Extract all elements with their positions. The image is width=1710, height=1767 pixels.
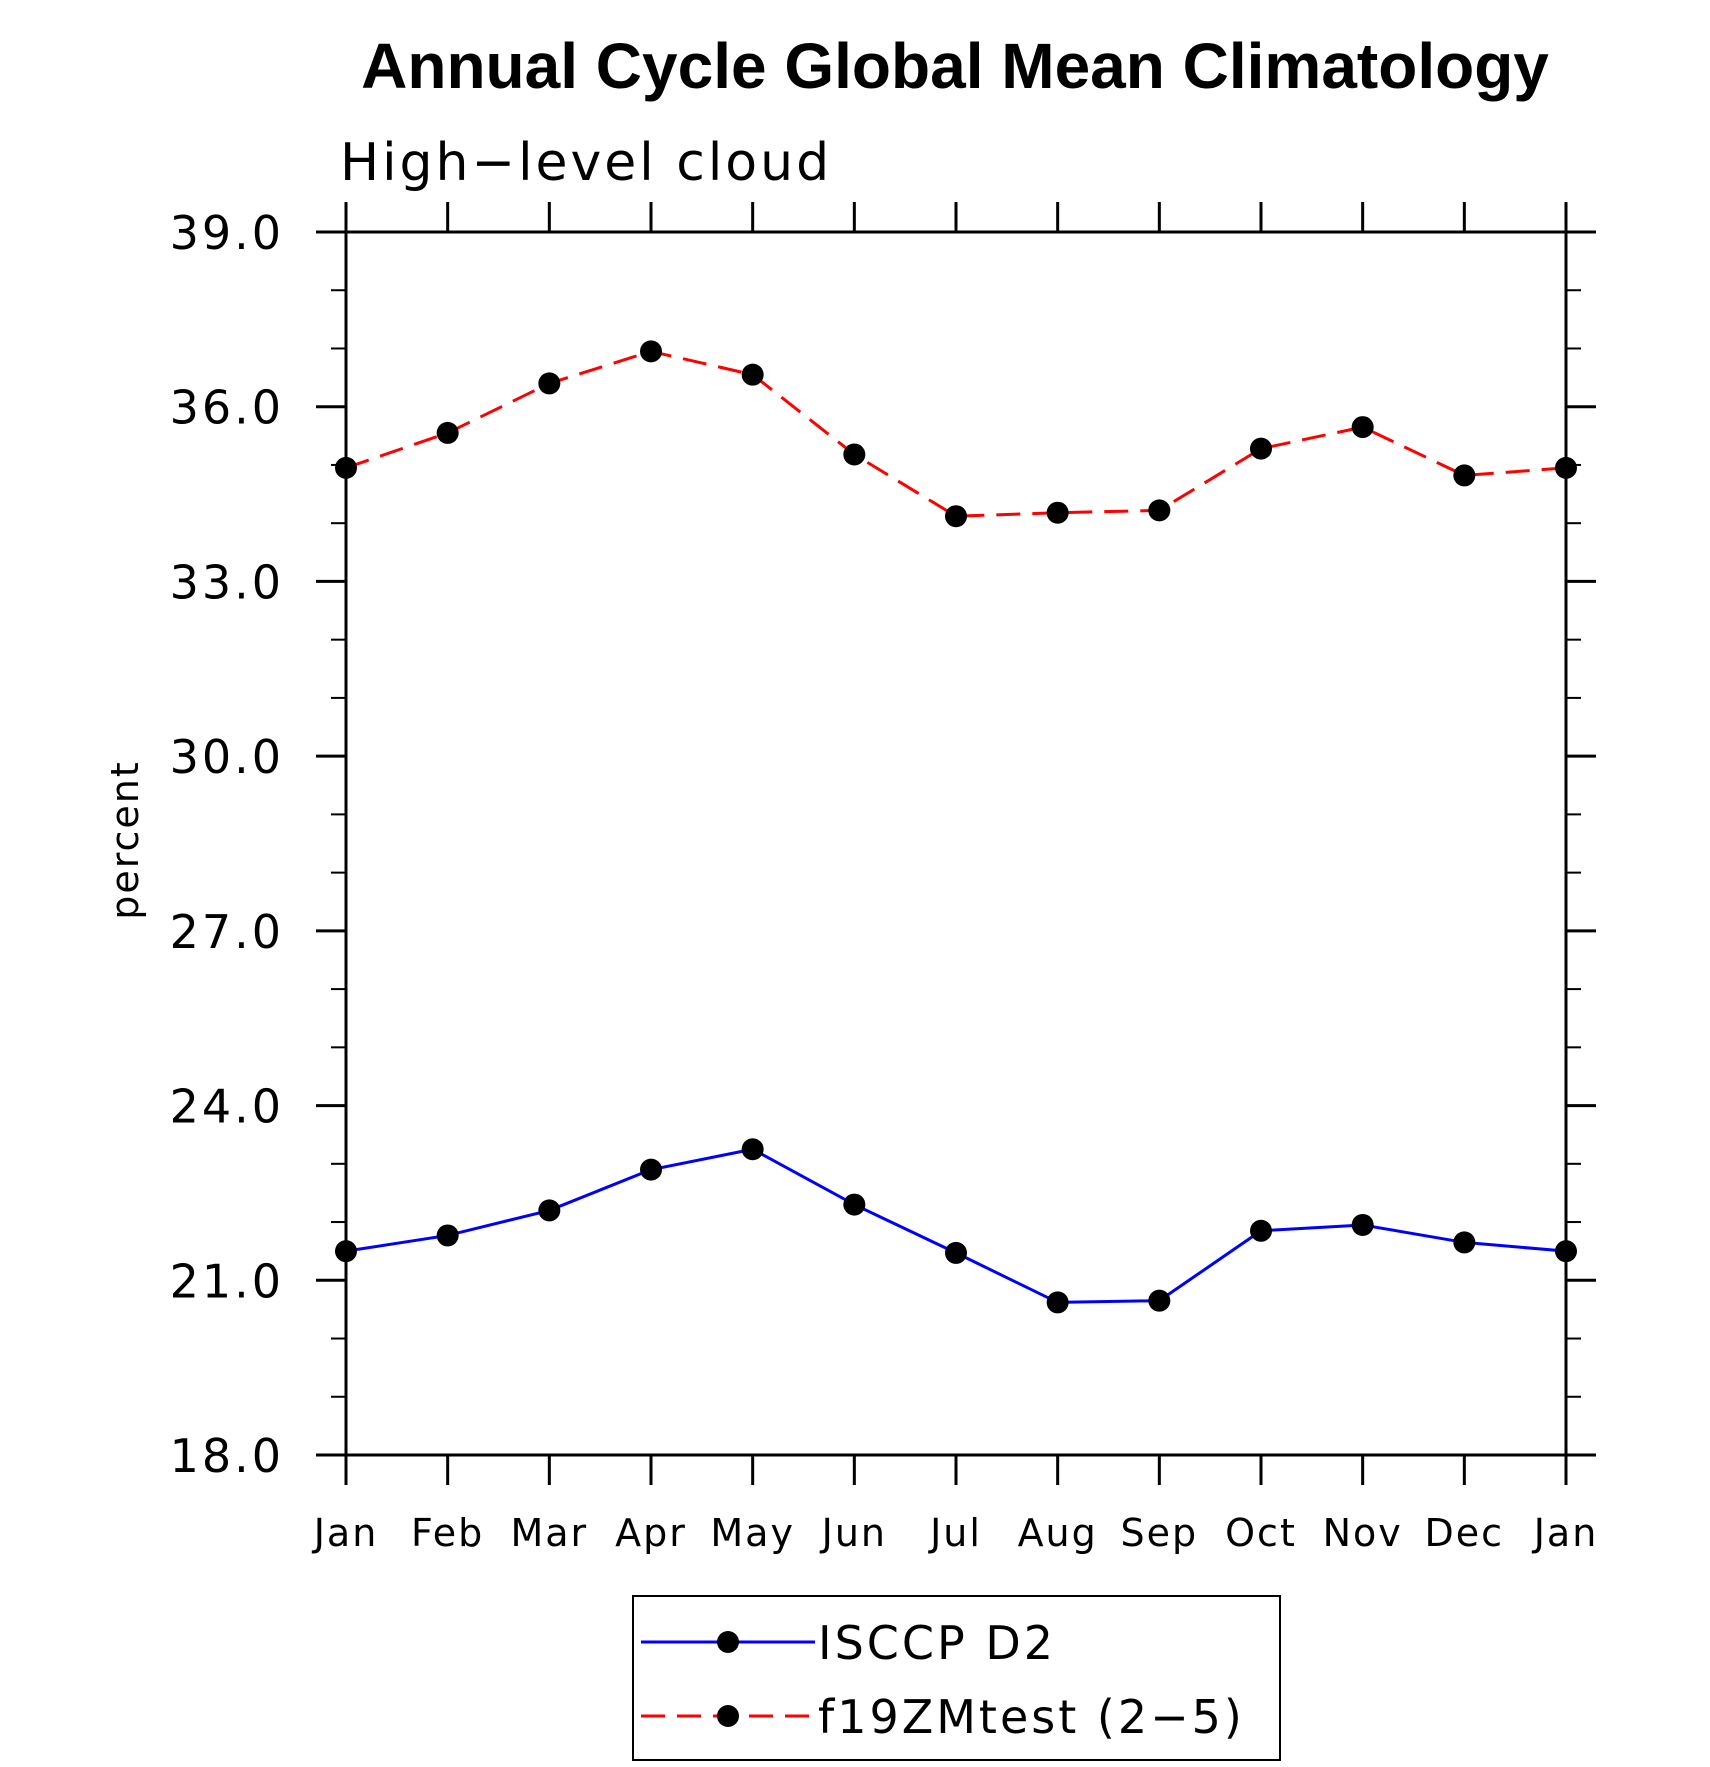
x-tick-label: Mar <box>510 1511 588 1555</box>
legend: ISCCP D2 f19ZMtest (2−5) <box>632 1595 1281 1761</box>
data-point <box>1250 437 1272 460</box>
x-tick-label: Jan <box>312 1511 379 1555</box>
x-tick-label: Jun <box>820 1511 887 1555</box>
x-tick-label: Jul <box>928 1511 982 1555</box>
x-tick-label: Feb <box>411 1511 484 1555</box>
y-tick-label: 33.0 <box>170 555 284 609</box>
chart-subtitle: High−level cloud <box>340 133 832 193</box>
data-point <box>1453 464 1476 487</box>
x-tick-label: Aug <box>1018 1511 1098 1555</box>
data-point <box>1148 499 1171 522</box>
data-point <box>741 363 764 386</box>
data-point <box>1046 1291 1069 1314</box>
data-point <box>436 421 459 444</box>
data-point <box>945 1241 967 1264</box>
data-point <box>843 1193 866 1216</box>
x-tick-label: May <box>710 1511 795 1555</box>
legend-marker <box>717 1705 739 1727</box>
y-tick-label: 36.0 <box>170 381 284 435</box>
series-layer <box>335 340 1577 1314</box>
data-point <box>1555 1240 1577 1263</box>
data-point <box>335 1240 357 1263</box>
data-point <box>538 1199 561 1222</box>
x-tick-label: Oct <box>1225 1511 1297 1555</box>
legend-box <box>632 1595 1281 1761</box>
data-point <box>640 340 662 363</box>
legend-marker <box>717 1631 739 1653</box>
data-point <box>1351 416 1374 439</box>
x-tick-label: Apr <box>615 1511 687 1555</box>
data-point <box>1046 501 1069 524</box>
data-point <box>1351 1213 1374 1236</box>
x-tick-label: Sep <box>1121 1511 1199 1555</box>
legend-label: ISCCP D2 <box>818 1616 1056 1670</box>
series-line <box>345 1147 1567 1304</box>
y-tick-label: 30.0 <box>170 730 284 784</box>
x-tick-label: Jan <box>1532 1511 1599 1555</box>
data-point <box>945 505 967 528</box>
data-point <box>335 456 357 479</box>
data-point <box>741 1138 764 1161</box>
data-point <box>1148 1289 1171 1312</box>
x-tick-label: Dec <box>1425 1511 1505 1555</box>
chart-title: Annual Cycle Global Mean Climatology <box>361 30 1549 102</box>
y-tick-label: 21.0 <box>170 1254 284 1308</box>
y-tick-label: 18.0 <box>170 1429 284 1483</box>
data-point <box>843 443 866 466</box>
plot-axes: 18.0 21.0 24.0 27.0 30.0 33.0 36.0 39.0 Jan Feb Ma… <box>170 202 1599 1555</box>
x-tick-label: Nov <box>1323 1511 1403 1555</box>
data-point <box>1453 1231 1476 1254</box>
data-point <box>436 1224 459 1247</box>
legend-label: f19ZMtest (2−5) <box>818 1690 1245 1744</box>
series-line <box>345 349 1567 518</box>
y-tick-label: 24.0 <box>170 1080 284 1134</box>
data-point <box>1555 456 1577 479</box>
data-point <box>640 1158 662 1181</box>
y-tick-label: 27.0 <box>170 905 284 959</box>
y-axis-label: percent <box>103 760 147 920</box>
data-point <box>538 372 561 395</box>
plot-frame <box>344 230 1568 1457</box>
data-point <box>1250 1219 1272 1242</box>
y-tick-label: 39.0 <box>170 206 284 260</box>
